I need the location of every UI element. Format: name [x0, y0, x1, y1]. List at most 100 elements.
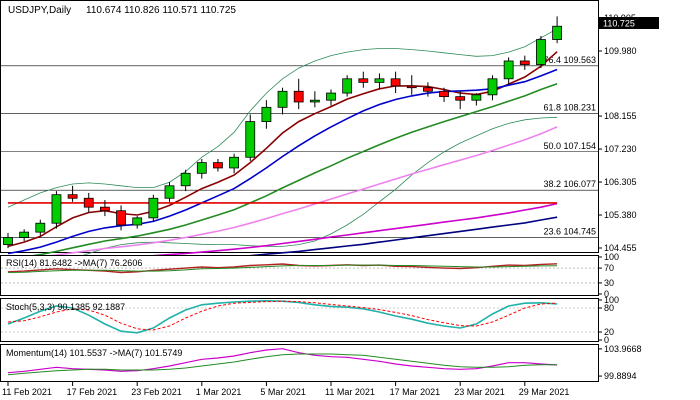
candle-body-2 — [35, 222, 46, 233]
candle-12 — [196, 159, 207, 179]
candle-body-21 — [342, 78, 353, 94]
candle-0 — [3, 232, 13, 249]
rsi-tick-2: 30 — [604, 278, 614, 288]
candle-34 — [552, 16, 562, 44]
moving-average-2 — [7, 83, 558, 260]
candle-16 — [261, 100, 272, 129]
candle-body-25 — [406, 85, 417, 89]
fib-label-3: 38.2 106.077 — [543, 179, 596, 189]
candle-14 — [229, 153, 240, 174]
candle-body-7 — [116, 210, 126, 226]
candle-29 — [471, 93, 482, 106]
date-tick-1: 17 Feb 2021 — [67, 387, 118, 397]
main-panel: 76.4 109.563 61.8 108.231 50.0 107.154 38.2… — [0, 0, 659, 269]
rsi-lines — [1, 263, 598, 284]
rsi-panel-frame — [0, 255, 599, 296]
momentum-tick-1: 99.8894 — [604, 371, 637, 381]
bollinger-upper — [7, 28, 558, 208]
candle-body-10 — [164, 185, 175, 199]
current-price-box — [599, 17, 659, 29]
candle-8 — [132, 216, 143, 229]
candle-21 — [342, 75, 353, 97]
candle-6 — [100, 200, 110, 217]
rsi-tick-3: 0 — [604, 289, 609, 299]
candle-1 — [19, 229, 30, 242]
rsi-tick-1: 70 — [604, 263, 614, 273]
moving-average-1 — [7, 68, 558, 255]
candle-19 — [309, 91, 320, 108]
price-tick-1: 109.980 — [604, 46, 637, 56]
momentum-panel-frame — [0, 344, 599, 382]
momentum-tick-0: 103.9668 — [604, 344, 642, 354]
candle-10 — [164, 182, 175, 202]
candle-body-4 — [67, 194, 78, 199]
candle-2 — [35, 219, 46, 236]
date-tick-3: 1 Mar 2021 — [196, 387, 242, 397]
main-panel-frame — [0, 0, 599, 253]
momentum-panel: 103.9668 99.8894 Momentum(14) 101.5537 ->… — [0, 344, 642, 382]
candle-body-23 — [374, 78, 385, 83]
momentum-axis: 103.9668 99.8894 — [598, 344, 642, 381]
candle-5 — [83, 192, 94, 213]
candle-body-13 — [213, 162, 223, 169]
candle-25 — [406, 75, 417, 95]
candle-15 — [245, 114, 256, 161]
date-axis: 11 Feb 2021 17 Feb 2021 23 Feb 2021 1 Mar 2… — [2, 382, 569, 397]
candle-body-31 — [503, 60, 514, 80]
candle-body-12 — [196, 162, 207, 174]
candle-body-18 — [293, 90, 304, 103]
candle-body-16 — [261, 106, 272, 122]
candle-body-19 — [309, 99, 320, 103]
candle-11 — [180, 169, 191, 192]
moving-average-3 — [7, 126, 558, 261]
momentum-line-1 — [7, 353, 558, 376]
price-tick-4: 106.305 — [604, 177, 637, 187]
candle-27 — [439, 87, 449, 102]
candle-31 — [503, 57, 514, 85]
candle-13 — [213, 159, 223, 172]
candle-body-26 — [422, 87, 433, 92]
candle-body-3 — [51, 194, 62, 224]
candles — [3, 16, 562, 249]
ohlc-label: 110.674 110.826 110.571 110.725 — [86, 5, 236, 16]
fib-levels: 76.4 109.563 61.8 108.231 50.0 107.154 38.2… — [1, 55, 598, 238]
stoch-tick-3: 0 — [604, 335, 609, 345]
date-tick-7: 23 Mar 2021 — [454, 387, 505, 397]
candle-body-8 — [132, 217, 143, 226]
price-tick-5: 105.380 — [604, 210, 637, 220]
stoch-tick-2: 20 — [604, 327, 614, 337]
candle-9 — [148, 194, 159, 222]
stoch-tick-0: 100 — [604, 295, 619, 305]
candle-body-20 — [326, 92, 336, 101]
candle-body-5 — [83, 197, 94, 208]
candle-body-17 — [277, 90, 288, 108]
price-tick-2: 108.155 — [604, 111, 637, 121]
date-tick-4: 5 Mar 2021 — [260, 387, 306, 397]
moving-average-0 — [7, 51, 558, 248]
stoch-tick-1: 80 — [604, 303, 614, 313]
candle-body-27 — [439, 90, 449, 98]
candle-body-34 — [552, 25, 562, 40]
candle-24 — [390, 71, 401, 94]
candle-22 — [358, 71, 369, 88]
candle-body-30 — [487, 78, 498, 96]
candle-body-11 — [180, 172, 191, 187]
rsi-line-0 — [7, 263, 558, 274]
fib-label-2: 50.0 107.154 — [543, 141, 596, 151]
candle-body-28 — [455, 96, 466, 101]
candle-23 — [374, 73, 385, 90]
symbol-label: USDJPY,Daily — [8, 5, 71, 16]
fib-label-1: 61.8 108.231 — [543, 102, 596, 112]
rsi-line-1 — [7, 264, 558, 273]
candle-body-33 — [536, 39, 546, 65]
candle-33 — [536, 36, 546, 69]
candle-4 — [67, 185, 78, 202]
candle-body-6 — [100, 206, 110, 212]
rsi-tick-0: 100 — [604, 252, 619, 262]
candle-28 — [455, 91, 466, 110]
momentum-lines — [7, 348, 558, 376]
candle-body-22 — [358, 78, 369, 83]
